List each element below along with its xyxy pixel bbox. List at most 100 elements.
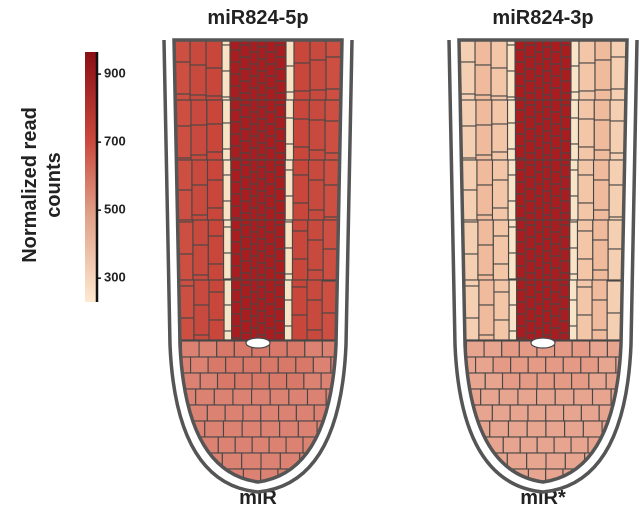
cell xyxy=(241,297,250,309)
cell xyxy=(570,248,578,274)
cell xyxy=(598,357,616,373)
cell xyxy=(292,220,307,231)
cell xyxy=(477,185,493,215)
cell xyxy=(546,405,564,421)
cell xyxy=(276,93,286,100)
cell xyxy=(569,300,577,326)
cell xyxy=(266,316,275,328)
cell xyxy=(577,259,592,280)
cell xyxy=(275,225,285,237)
cell xyxy=(509,280,517,305)
cell xyxy=(240,129,250,141)
cell xyxy=(535,172,543,184)
cell xyxy=(579,63,595,91)
cell xyxy=(491,68,507,96)
cell xyxy=(276,100,286,105)
cell xyxy=(241,189,251,201)
cell xyxy=(535,160,543,172)
cell xyxy=(466,341,484,357)
cell xyxy=(222,453,241,469)
cell xyxy=(492,152,508,160)
cell xyxy=(551,280,560,292)
cell xyxy=(231,182,241,194)
cell xyxy=(579,91,595,100)
cell xyxy=(276,105,286,117)
cell xyxy=(241,160,251,165)
cell xyxy=(551,40,561,52)
cell xyxy=(520,373,537,389)
cell xyxy=(231,242,241,254)
cell xyxy=(309,180,325,210)
cell xyxy=(543,179,551,191)
cell xyxy=(537,389,556,405)
cell xyxy=(190,95,206,100)
cell xyxy=(515,122,525,134)
cell xyxy=(305,341,323,357)
cell xyxy=(535,148,543,160)
cell xyxy=(276,45,286,57)
cell xyxy=(560,280,569,285)
cell xyxy=(515,62,525,74)
cell xyxy=(517,302,526,314)
cell xyxy=(492,208,508,220)
cell xyxy=(307,330,322,340)
panel-title: miR824-3p xyxy=(492,7,593,29)
cell xyxy=(241,309,250,321)
cell xyxy=(241,177,251,189)
cell xyxy=(560,189,570,201)
cell xyxy=(242,421,261,437)
cell xyxy=(309,210,325,220)
cell xyxy=(241,280,250,285)
cell xyxy=(241,333,250,340)
cell xyxy=(243,357,261,373)
cell xyxy=(285,196,293,220)
cell xyxy=(595,40,611,60)
cell xyxy=(258,280,266,287)
cell xyxy=(308,389,327,405)
cell xyxy=(269,373,286,389)
cell xyxy=(209,292,224,320)
cell xyxy=(525,45,535,57)
cell xyxy=(275,220,285,225)
cell xyxy=(275,333,284,340)
cell xyxy=(266,304,275,316)
cell xyxy=(577,280,592,287)
cell xyxy=(266,208,276,220)
cell xyxy=(241,273,251,280)
cell xyxy=(594,120,610,150)
cell xyxy=(510,405,528,421)
cell xyxy=(516,242,526,254)
cell xyxy=(551,328,560,340)
cell xyxy=(293,203,309,220)
cell xyxy=(230,122,240,134)
cell xyxy=(494,280,509,292)
cell xyxy=(494,292,509,320)
cell xyxy=(242,453,261,469)
cell xyxy=(494,320,509,340)
cell xyxy=(551,136,561,148)
cell xyxy=(241,225,251,237)
cell xyxy=(275,160,285,165)
cell xyxy=(509,227,517,253)
cell xyxy=(560,213,570,220)
cell xyxy=(526,285,535,297)
cell xyxy=(266,220,276,232)
cell xyxy=(475,40,491,65)
cell xyxy=(578,119,594,147)
cell xyxy=(543,71,551,83)
cell xyxy=(285,160,293,170)
cell xyxy=(560,321,569,333)
cell xyxy=(560,285,569,297)
cell xyxy=(193,220,208,245)
cell xyxy=(594,100,610,120)
cell xyxy=(276,129,286,141)
cell xyxy=(241,213,251,220)
cell xyxy=(292,259,307,280)
cell xyxy=(292,231,307,259)
cell xyxy=(535,280,543,292)
cell xyxy=(286,144,294,160)
cell xyxy=(284,300,292,326)
cell xyxy=(543,100,551,107)
cell xyxy=(560,225,570,237)
cell xyxy=(192,160,208,185)
